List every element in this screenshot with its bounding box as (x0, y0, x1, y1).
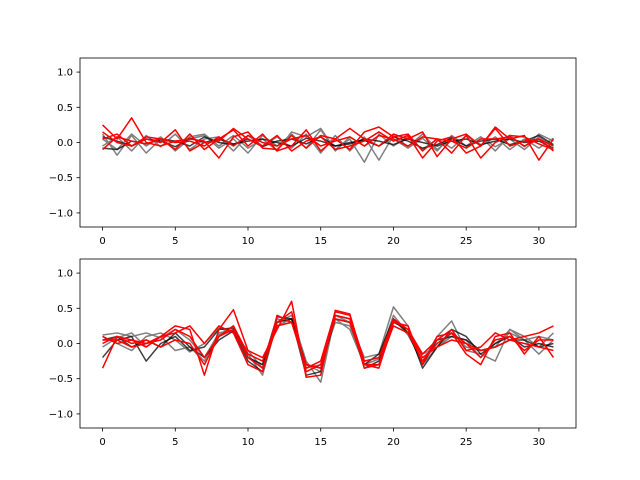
y-tick-label: −0.5 (49, 173, 73, 184)
series-line-9 (102, 314, 554, 369)
x-tick-label: 15 (314, 437, 327, 448)
x-tick-label: 20 (387, 236, 400, 247)
y-tick-label: 0.0 (57, 339, 73, 350)
x-tick-label: 0 (99, 437, 105, 448)
y-tick-label: 1.0 (57, 68, 73, 79)
series-line-7 (102, 126, 555, 161)
subplot-2: 0 5 10 15 20 25 30 −1.0 −0.5 0.0 0.5 1.0 (49, 258, 577, 448)
x-tick-label: 25 (460, 437, 473, 448)
x-tick-label: 30 (533, 437, 546, 448)
series-line-7 (102, 311, 554, 373)
y-tick-label: 0.0 (57, 138, 73, 149)
y-tick-label: −0.5 (49, 374, 73, 385)
y-tick-label: 1.0 (57, 269, 73, 280)
x-tick-label: 0 (99, 236, 105, 247)
y-tick-label: 0.5 (57, 304, 73, 315)
y-tick-label: −1.0 (49, 208, 73, 219)
subplot-1: 0 5 10 15 20 25 30 −1.0 −0.5 0.0 0.5 1.0 (49, 57, 577, 247)
x-tick-label: 25 (460, 236, 473, 247)
y-tick-label: 0.5 (57, 103, 73, 114)
series-line-3 (102, 129, 554, 154)
x-tick-label: 10 (242, 236, 255, 247)
x-tick-label: 30 (533, 236, 546, 247)
y-tick-label: −1.0 (49, 409, 73, 420)
x-tick-label: 10 (242, 437, 255, 448)
x-tick-label: 20 (387, 437, 400, 448)
series-line-9 (102, 134, 554, 152)
x-tick-label: 5 (172, 236, 178, 247)
x-tick-label: 5 (172, 437, 178, 448)
series-line-6 (102, 117, 554, 159)
x-tick-label: 15 (314, 236, 327, 247)
